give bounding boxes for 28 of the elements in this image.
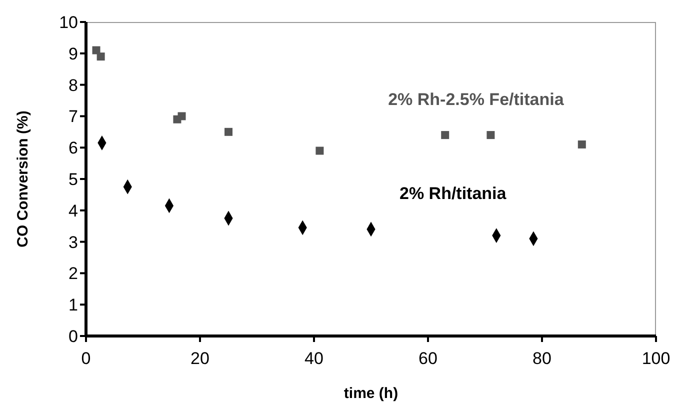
y-axis-title: CO Conversion (%)	[14, 110, 32, 248]
x-axis-title: time (h)	[344, 385, 398, 402]
point	[486, 131, 495, 140]
x-tick-label: 20	[190, 349, 210, 368]
series-label: 2% Rh/titania	[400, 184, 506, 204]
y-tick-label: 1	[68, 296, 78, 315]
y-tick-label: 0	[68, 327, 78, 346]
y-tick-label: 4	[68, 201, 78, 220]
y-tick-label: 2	[68, 264, 78, 284]
x-tick-label: 100	[642, 349, 670, 368]
y-tick-label: 6	[68, 138, 78, 158]
x-tick-label: 80	[532, 349, 552, 368]
point	[178, 112, 186, 120]
point	[316, 146, 324, 155]
y-tick-label: 9	[68, 44, 78, 64]
point	[578, 140, 586, 148]
series-label: 2% Rh-2.5% Fe/titania	[388, 90, 564, 110]
y-tick-label: 5	[68, 170, 78, 190]
point	[224, 128, 232, 136]
x-tick-label: 60	[418, 349, 438, 368]
x-tick-label: 40	[304, 349, 324, 368]
point	[96, 52, 105, 61]
point	[441, 131, 450, 140]
x-tick-label: 0	[81, 349, 91, 368]
y-tick-label: 3	[68, 232, 78, 252]
y-tick-label: 10	[59, 13, 78, 32]
y-tick-label: 8	[68, 76, 78, 95]
y-tick-label: 7	[68, 107, 78, 126]
